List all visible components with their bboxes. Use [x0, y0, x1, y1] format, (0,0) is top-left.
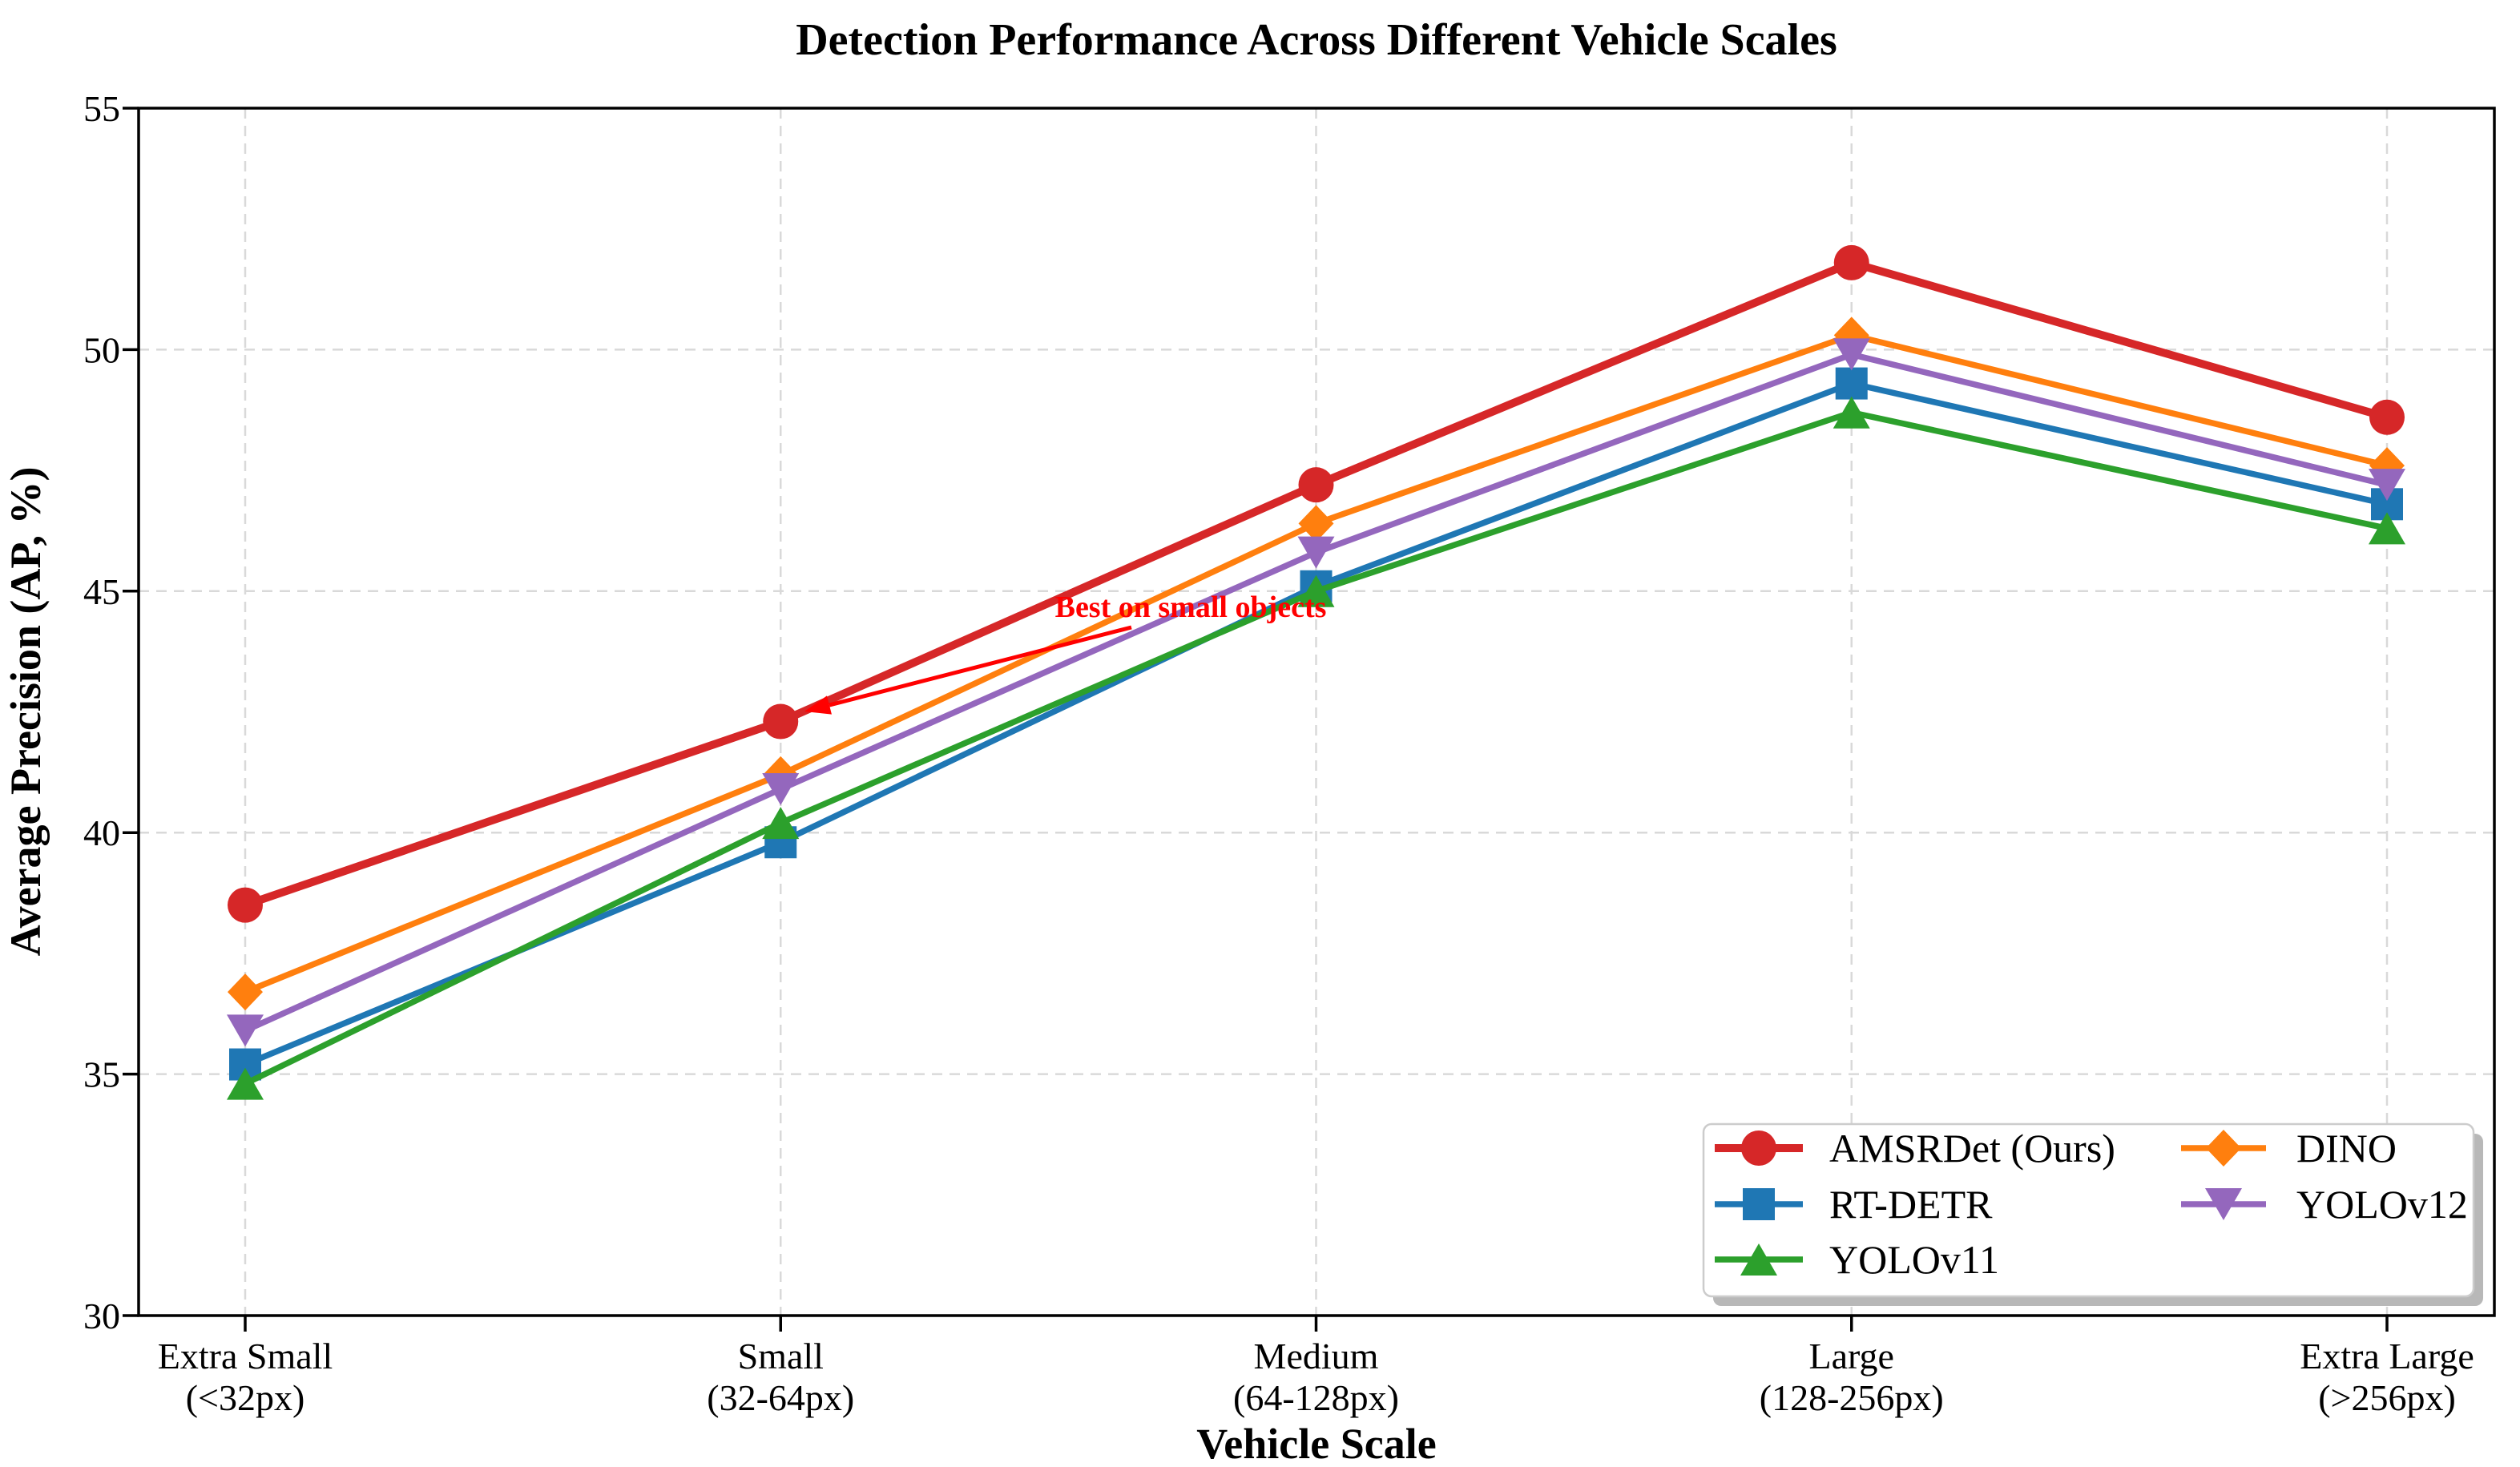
marker-yolov12	[762, 772, 800, 805]
series-amsrdet-ours	[228, 244, 2405, 923]
marker-yolov12	[227, 1014, 264, 1047]
marker-amsrdet-ours	[2369, 399, 2405, 435]
legend-label: AMSRDet (Ours)	[1829, 1126, 2115, 1171]
y-tick-label: 40	[83, 812, 120, 853]
legend-item-dino: DINO	[2181, 1126, 2397, 1171]
legend-item-amsrdet-ours: AMSRDet (Ours)	[1715, 1126, 2115, 1171]
marker-yolov11	[227, 1067, 264, 1100]
legend-item-rt-detr: RT-DETR	[1715, 1182, 1993, 1227]
legend-box	[1702, 1122, 2475, 1298]
marker-rt-detr	[1835, 367, 1868, 400]
legend-marker-amsrdet-ours	[1741, 1130, 1776, 1166]
legend-marker-dino	[2206, 1130, 2241, 1167]
marker-dino	[1298, 505, 1334, 542]
y-axis: 30 35 40 45 50 55	[83, 88, 139, 1336]
marker-yolov12	[1833, 338, 1870, 371]
annotation-arrowhead	[804, 695, 832, 715]
series-yolov12	[227, 338, 2405, 1047]
legend-item-yolov12: YOLOv12	[2181, 1182, 2468, 1227]
y-tick-label: 35	[83, 1054, 120, 1095]
marker-amsrdet-ours	[1298, 467, 1334, 503]
x-tick-sublabel: (>256px)	[2318, 1377, 2456, 1418]
x-tick-sublabel: (128-256px)	[1760, 1377, 1944, 1418]
x-tick-label: Medium	[1254, 1336, 1379, 1376]
x-tick-sublabel: (<32px)	[186, 1377, 305, 1418]
marker-yolov12	[1297, 536, 1335, 569]
x-tick-label: Large	[1809, 1336, 1894, 1376]
marker-yolov11	[762, 807, 800, 840]
annotation-arrow	[829, 625, 1132, 707]
marker-yolov11	[2369, 512, 2405, 545]
annotation-text: Best on small objects	[1055, 590, 1327, 624]
y-axis-label: Average Precision (AP, %)	[2, 467, 50, 957]
y-tick-label: 55	[83, 88, 120, 129]
y-tick-label: 30	[83, 1296, 120, 1336]
legend-label: RT-DETR	[1829, 1182, 1993, 1227]
x-tick-label: Small	[738, 1336, 824, 1376]
x-axis: Extra Small(<32px) Small(32-64px) Medium(6…	[158, 1316, 2474, 1418]
marker-yolov11	[1833, 396, 1870, 429]
marker-amsrdet-ours	[1833, 244, 1869, 280]
marker-amsrdet-ours	[228, 887, 263, 923]
x-tick-sublabel: (64-128px)	[1233, 1377, 1399, 1418]
marker-amsrdet-ours	[763, 703, 799, 740]
y-tick-label: 45	[83, 571, 120, 612]
x-axis-label: Vehicle Scale	[1196, 1420, 1436, 1467]
marker-yolov12	[2369, 469, 2405, 502]
series-yolov11	[227, 396, 2405, 1100]
legend-marker-yolov11	[1740, 1243, 1777, 1276]
x-tick-label: Extra Small	[158, 1336, 333, 1376]
legend-item-yolov11: YOLOv11	[1715, 1237, 1999, 1282]
x-tick-sublabel: (32-64px)	[707, 1377, 854, 1418]
legend-marker-rt-detr	[1743, 1188, 1775, 1220]
legend-label: DINO	[2296, 1126, 2397, 1171]
legend: AMSRDet (Ours) RT-DETR YOLOv11 DINO YOLOv12	[1702, 1122, 2483, 1306]
legend-label: YOLOv12	[2296, 1182, 2468, 1227]
y-tick-label: 50	[83, 329, 120, 370]
legend-marker-yolov12	[2205, 1188, 2242, 1220]
marker-dino	[228, 973, 263, 1011]
marker-yolov11	[1297, 574, 1335, 607]
x-tick-label: Extra Large	[2300, 1336, 2474, 1376]
annotation: Best on small objects	[804, 590, 1326, 715]
legend-label: YOLOv11	[1829, 1237, 1999, 1282]
chart-title: Detection Performance Across Different V…	[796, 15, 1837, 65]
